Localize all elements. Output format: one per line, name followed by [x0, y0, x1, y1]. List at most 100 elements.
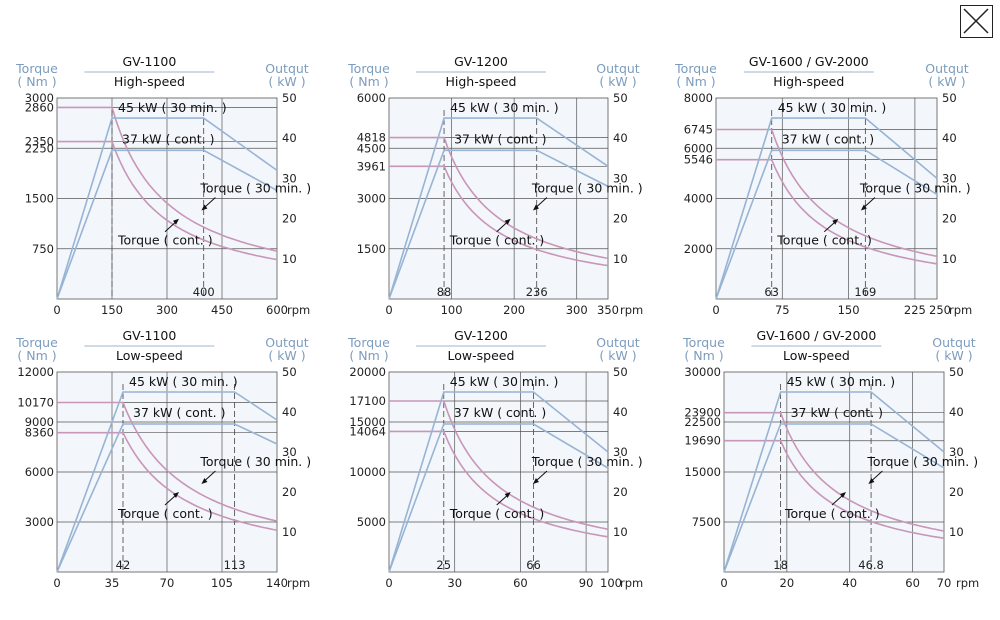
torque-axis-title: Torque: [15, 335, 58, 350]
close-button[interactable]: [960, 5, 993, 38]
y2-tick-label: 20: [942, 212, 957, 226]
base-speed-label: 63: [764, 285, 779, 299]
x-tick-label: 70: [937, 576, 952, 590]
y-tick-label: 4000: [684, 192, 713, 206]
x-tick-label: 60: [905, 576, 920, 590]
x-tick-label: 70: [160, 576, 175, 590]
y-tick-label: 3000: [25, 515, 54, 529]
x-tick-label: 40: [842, 576, 857, 590]
x-tick-label: 0: [720, 576, 727, 590]
torque-curve-30min: [724, 411, 945, 532]
y2-tick-label: 50: [613, 365, 628, 379]
label-45kw-30min: 45 kW ( 30 min. ): [450, 100, 559, 115]
torque-30min-annotation: Torque ( 30 min. ): [531, 180, 643, 195]
y2-tick-label: 30: [613, 171, 628, 185]
torque-curve-cont: [389, 430, 609, 538]
torque-curve-30min: [716, 128, 938, 258]
y2-tick-label: 40: [613, 131, 628, 145]
label-45kw-30min: 45 kW ( 30 min. ): [778, 100, 887, 115]
close-icon: [963, 8, 989, 34]
annotation-arrow: [535, 470, 548, 482]
output-curve-30min: [56, 391, 278, 573]
y-tick-label: 6000: [684, 141, 713, 155]
max-speed-label: 113: [224, 558, 246, 572]
base-speed-label: 88: [437, 285, 452, 299]
chart-subtitle: High-speed: [445, 74, 516, 89]
torque-curve-cont: [57, 140, 278, 261]
x-tick-label: 105: [211, 576, 233, 590]
torque-cont-annotation: Torque ( cont. ): [776, 233, 872, 248]
y-tick-label: 3961: [357, 159, 386, 173]
x-tick-label: 150: [101, 303, 123, 317]
y2-tick-label: 10: [282, 525, 297, 539]
y2-tick-label: 30: [949, 445, 964, 459]
label-45kw-30min: 45 kW ( 30 min. ): [450, 374, 559, 389]
x-tick-label: 100: [600, 576, 622, 590]
max-speed-label: 46.8: [858, 558, 884, 572]
max-speed-label: 66: [526, 558, 541, 572]
output-curve-30min: [388, 117, 609, 300]
y-tick-label: 6000: [25, 465, 54, 479]
y2-tick-label: 30: [282, 171, 297, 185]
torque-30min-annotation: Torque ( 30 min. ): [859, 180, 971, 195]
rpm-unit-label: rpm: [949, 303, 972, 317]
output-curve-cont: [388, 423, 609, 573]
y-tick-label: 17100: [349, 394, 386, 408]
y-tick-label: 5000: [357, 515, 386, 529]
y2-tick-label: 10: [949, 525, 964, 539]
output-curve-30min: [723, 391, 945, 573]
annotation-arrow: [831, 494, 844, 506]
y2-tick-label: 40: [613, 405, 628, 419]
torque-30min-annotation: Torque ( 30 min. ): [531, 454, 643, 469]
y2-tick-label: 10: [613, 252, 628, 266]
y2-tick-label: 20: [613, 485, 628, 499]
arrow-head: [173, 492, 179, 498]
x-tick-label: 90: [579, 576, 594, 590]
torque-axis-title: Torque: [674, 61, 717, 76]
annotation-arrow: [204, 197, 216, 208]
torque-30min-annotation: Torque ( 30 min. ): [866, 454, 978, 469]
y-tick-label: 30000: [684, 365, 721, 379]
torque-axis-unit: ( Nm ): [684, 348, 723, 363]
y-tick-label: 15000: [684, 465, 721, 479]
y2-tick-label: 30: [613, 445, 628, 459]
base-speed-label: 25: [436, 558, 451, 572]
torque-cont-annotation: Torque ( cont. ): [117, 233, 213, 248]
x-tick-label: 225: [904, 303, 926, 317]
output-axis-unit: ( kW ): [268, 348, 305, 363]
output-axis-unit: ( kW ): [599, 74, 636, 89]
x-tick-label: 350: [597, 303, 619, 317]
y2-tick-label: 10: [942, 252, 957, 266]
annotation-arrow: [496, 494, 509, 506]
output-curve-cont: [56, 149, 278, 300]
base-speed-label: 18: [773, 558, 788, 572]
y2-tick-label: 50: [942, 91, 957, 105]
torque-curve-30min: [57, 401, 278, 522]
x-tick-label: 30: [447, 576, 462, 590]
y2-tick-label: 20: [949, 485, 964, 499]
y-tick-label: 15000: [349, 415, 386, 429]
chart-title: GV-1200: [454, 54, 508, 69]
torque-axis-unit: ( Nm ): [676, 74, 715, 89]
torque-curve-30min: [57, 106, 278, 252]
arrow-head: [532, 204, 539, 211]
torque-curve-cont: [724, 439, 945, 539]
torque-curve-30min: [389, 136, 609, 260]
y2-tick-label: 40: [942, 131, 957, 145]
torque-cont-annotation: Torque ( cont. ): [449, 506, 545, 521]
torque-axis-unit: ( Nm ): [17, 74, 56, 89]
arrow-head: [201, 478, 208, 484]
y2-tick-label: 50: [282, 91, 297, 105]
y-tick-label: 10170: [17, 396, 54, 410]
output-curve-cont: [56, 423, 278, 573]
annotation-arrow: [164, 494, 177, 506]
base-speed-label: 42: [116, 558, 131, 572]
y-tick-label: 2350: [25, 135, 54, 149]
y-tick-label: 14064: [349, 424, 386, 438]
label-37kw-cont: 37 kW ( cont. ): [133, 405, 225, 420]
torque-curve-30min: [389, 400, 609, 531]
x-tick-label: 140: [266, 576, 288, 590]
